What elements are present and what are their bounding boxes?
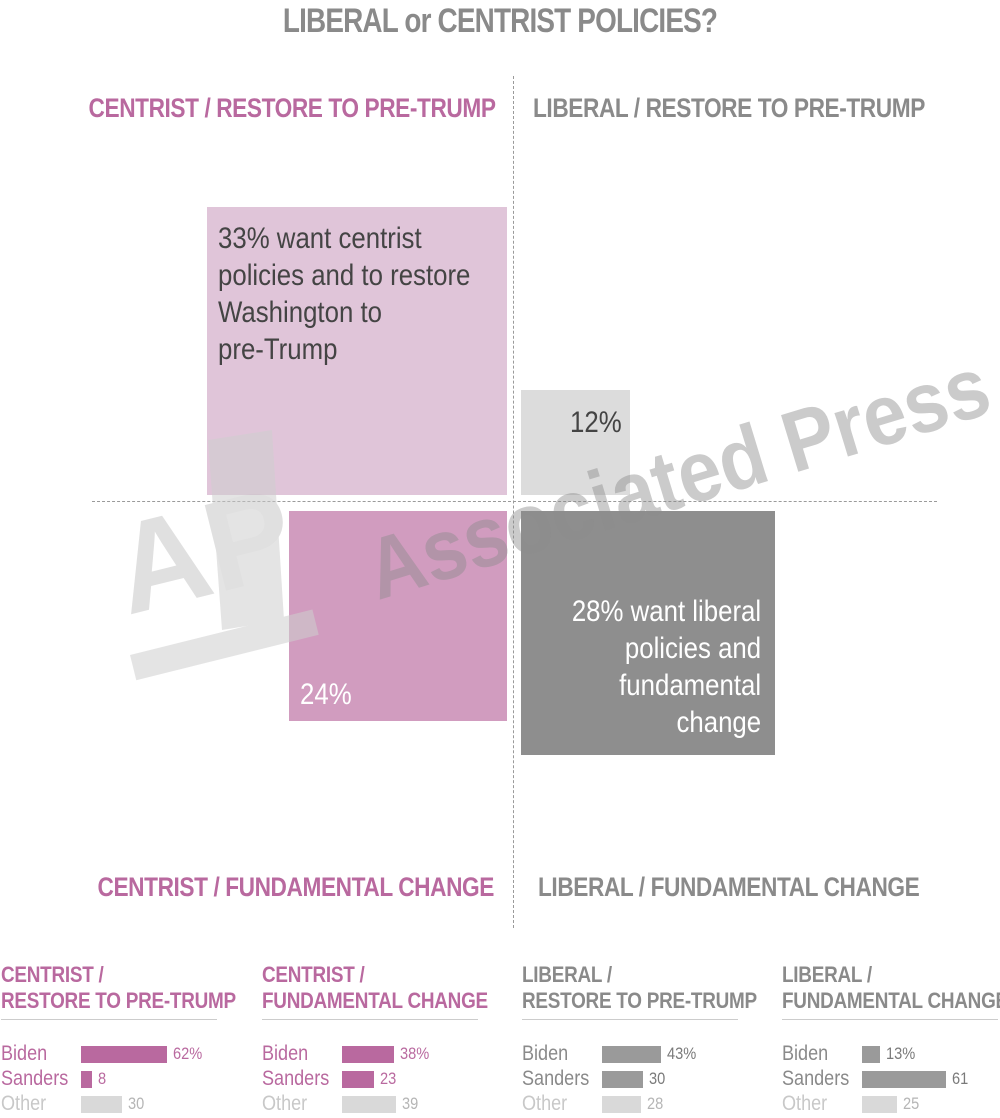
category-label: Biden — [262, 1042, 309, 1065]
data-label: 30 — [128, 1094, 145, 1113]
category-label: Other — [1, 1092, 47, 1115]
panel-rule — [262, 1019, 478, 1020]
data-label: 61 — [952, 1069, 969, 1088]
panel-rule — [782, 1019, 998, 1020]
data-label: 13% — [885, 1044, 916, 1063]
bar-row-other: Other 28 — [522, 1092, 742, 1116]
category-label: Other — [782, 1092, 828, 1115]
bar — [862, 1096, 897, 1113]
data-label: 28 — [646, 1094, 663, 1113]
data-label: 23 — [379, 1069, 397, 1088]
data-label: 8 — [98, 1069, 107, 1088]
bar — [342, 1096, 396, 1113]
bar — [602, 1071, 644, 1088]
panel-title-line: CENTRIST / — [262, 962, 365, 987]
bar-row-biden: Biden 43% — [522, 1042, 742, 1066]
bar — [342, 1071, 374, 1088]
data-label: 25 — [902, 1094, 919, 1113]
category-label: Biden — [522, 1042, 569, 1065]
bar — [342, 1046, 395, 1063]
bar — [862, 1071, 947, 1088]
data-label: 62% — [172, 1044, 202, 1063]
panel-liberal-restore: LIBERAL / RESTORE TO PRE-TRUMP Biden 43% S… — [522, 962, 757, 1115]
data-label: 43% — [667, 1044, 697, 1063]
text-line: policies and — [624, 632, 761, 665]
text-line: 28% want liberal — [571, 595, 761, 628]
category-label: Biden — [1, 1042, 48, 1065]
bar — [602, 1046, 662, 1063]
category-label: Biden — [782, 1042, 829, 1065]
quadrant-label-centrist-change: CENTRIST / FUNDAMENTAL CHANGE — [97, 872, 495, 902]
panel-title-line: CENTRIST / — [1, 962, 104, 987]
quadrant-label-liberal-change: LIBERAL / FUNDAMENTAL CHANGE — [538, 872, 920, 902]
panel-liberal-change: LIBERAL / FUNDAMENTAL CHANGE Biden 13% San… — [782, 962, 1000, 1115]
panel-rule — [1, 1019, 217, 1020]
category-label: Other — [262, 1092, 308, 1115]
bar-row-biden: Biden 62% — [1, 1042, 221, 1066]
chart-title: LIBERAL or CENTRIST POLICIES? — [282, 2, 718, 40]
text-line: Washington to — [218, 296, 382, 329]
quadrant-label-liberal-restore: LIBERAL / RESTORE TO PRE-TRUMP — [533, 93, 925, 123]
bar-row-biden: Biden 13% — [782, 1042, 1000, 1066]
panel-title-line: LIBERAL / — [522, 962, 612, 987]
panel-centrist-restore: CENTRIST / RESTORE TO PRE-TRUMP Biden 62%… — [1, 962, 236, 1115]
liberal-restore-square — [521, 390, 630, 495]
data-label: 38% — [400, 1044, 430, 1063]
centrist-restore-text: 33% want centrist policies and to restor… — [218, 220, 470, 368]
centrist-change-square — [289, 511, 507, 721]
liberal-change-square — [521, 511, 775, 755]
bar-row-sanders: Sanders 23 — [262, 1067, 482, 1091]
category-label: Other — [522, 1092, 568, 1115]
category-label: Sanders — [522, 1067, 590, 1090]
bar — [81, 1046, 167, 1063]
quadrant-label-centrist-restore: CENTRIST / RESTORE TO PRE-TRUMP — [88, 93, 496, 123]
bar-row-other: Other 30 — [1, 1092, 221, 1116]
text-line: pre-Trump — [218, 333, 338, 366]
liberal-change-text: 28% want liberal policies and fundamenta… — [572, 593, 761, 741]
horizontal-divider — [92, 501, 937, 502]
bar-row-other: Other 39 — [262, 1092, 482, 1116]
data-label: 30 — [649, 1069, 666, 1088]
bar — [81, 1071, 93, 1088]
centrist-change-text: 24% — [300, 676, 352, 713]
bar — [81, 1096, 123, 1113]
panel-title-line: LIBERAL / — [782, 962, 872, 987]
bar-row-biden: Biden 38% — [262, 1042, 482, 1066]
panel-title-line: FUNDAMENTAL CHANGE — [782, 988, 1000, 1013]
bar — [602, 1096, 641, 1113]
panel-title-line: FUNDAMENTAL CHANGE — [262, 988, 488, 1013]
bar-row-sanders: Sanders 8 — [1, 1067, 221, 1091]
bar-row-sanders: Sanders 30 — [522, 1067, 742, 1091]
panel-title-line: RESTORE TO PRE-TRUMP — [1, 988, 236, 1013]
liberal-restore-text: 12% — [570, 404, 622, 441]
category-label: Sanders — [782, 1067, 850, 1090]
bar-row-sanders: Sanders 61 — [782, 1067, 1000, 1091]
text-line: 12% — [570, 406, 622, 439]
data-label: 39 — [401, 1094, 419, 1113]
text-line: change — [676, 706, 761, 739]
text-line: 33% want centrist — [218, 222, 422, 255]
panel-rule — [522, 1019, 738, 1020]
vertical-divider — [513, 76, 514, 928]
category-label: Sanders — [262, 1067, 330, 1090]
bar-row-other: Other 25 — [782, 1092, 1000, 1116]
text-line: 24% — [300, 678, 352, 711]
text-line: fundamental — [618, 669, 761, 702]
panel-centrist-change: CENTRIST / FUNDAMENTAL CHANGE Biden 38% Sa… — [262, 962, 488, 1115]
text-line: policies and to restore — [218, 259, 471, 292]
panel-title-line: RESTORE TO PRE-TRUMP — [522, 988, 757, 1013]
category-label: Sanders — [1, 1067, 69, 1090]
bar — [862, 1046, 880, 1063]
